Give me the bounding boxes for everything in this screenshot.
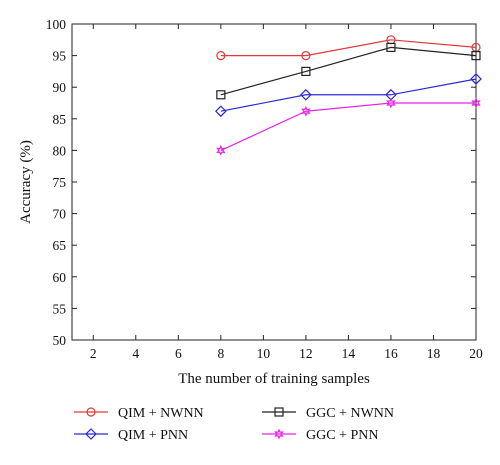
star-marker (216, 144, 226, 156)
y-tick-label: 50 (53, 333, 67, 348)
square-marker (274, 407, 284, 417)
y-tick-label: 65 (53, 238, 67, 253)
star-marker (471, 97, 481, 109)
x-tick-label: 12 (299, 346, 313, 361)
series-line (220, 46, 477, 96)
y-tick-label: 60 (53, 270, 67, 285)
legend: QIM + NWNN GGC + NWNN QIM + PNN GGC + PNN (74, 406, 394, 443)
diamond-marker (85, 428, 97, 440)
x-tick-label: 4 (132, 346, 139, 361)
series (216, 42, 481, 100)
x-tick-label: 10 (257, 346, 271, 361)
diamond-marker (214, 105, 227, 118)
y-tick-label: 75 (53, 175, 67, 190)
square-marker (301, 66, 311, 77)
series-layer (214, 35, 482, 156)
y-tick-label: 90 (53, 80, 67, 95)
y-tick-label: 55 (53, 301, 67, 316)
y-tick-label: 85 (53, 112, 67, 127)
legend-entry: QIM + NWNN (74, 406, 204, 421)
x-tick-label: 8 (217, 346, 224, 361)
legend-label: QIM + PNN (118, 428, 188, 443)
legend-entry: QIM + PNN (74, 428, 188, 443)
series (216, 35, 481, 61)
y-axis-label: Accuracy (%) (18, 140, 34, 224)
x-axis-label: The number of training samples (178, 371, 370, 387)
legend-label: QIM + NWNN (118, 406, 204, 421)
x-tick-label: 18 (427, 346, 441, 361)
x-tick-label: 16 (384, 346, 398, 361)
square-marker (386, 42, 396, 52)
star-marker (301, 105, 311, 117)
y-tick-label: 80 (53, 143, 67, 158)
series (214, 73, 482, 118)
legend-entry: GGC + NWNN (262, 406, 394, 421)
y-tick-label: 70 (53, 207, 67, 222)
series-line (220, 78, 477, 112)
star-marker (386, 97, 396, 109)
square-marker (216, 90, 226, 100)
diamond-marker (470, 73, 482, 85)
series-line (220, 39, 477, 57)
square-marker (471, 50, 481, 61)
y-tick-label: 95 (53, 49, 67, 64)
star-marker (274, 428, 284, 440)
y-tick-label: 100 (46, 17, 67, 32)
diamond-marker (300, 88, 312, 101)
legend-label: GGC + NWNN (306, 406, 394, 421)
circle-marker (86, 407, 96, 417)
x-tick-label: 2 (90, 346, 97, 361)
legend-entry: GGC + PNN (262, 428, 378, 443)
x-tick-label: 20 (469, 346, 483, 361)
series (216, 97, 481, 156)
legend-label: GGC + PNN (306, 428, 378, 443)
x-tick-label: 6 (175, 346, 182, 361)
circle-marker (216, 50, 226, 61)
x-tick-label: 14 (342, 346, 356, 361)
series-line (220, 102, 476, 151)
ticks: 2 4 6 8 10 12 14 16 18 20 50 55 60 65 70 75 80 85 90 95 100 (46, 17, 483, 361)
circle-marker (301, 50, 311, 61)
plot-frame (71, 23, 477, 341)
